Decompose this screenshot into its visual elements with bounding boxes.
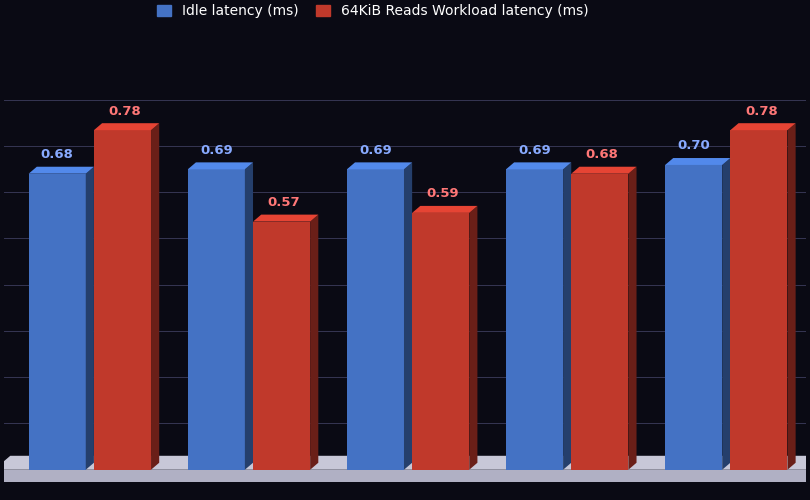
Text: 0.78: 0.78 <box>745 104 778 118</box>
Text: 0.69: 0.69 <box>200 144 232 156</box>
Legend: Idle latency (ms), 64KiB Reads Workload latency (ms): Idle latency (ms), 64KiB Reads Workload … <box>153 0 593 22</box>
Polygon shape <box>151 123 160 470</box>
Polygon shape <box>347 162 412 170</box>
Polygon shape <box>571 166 637 173</box>
Polygon shape <box>731 130 787 469</box>
Polygon shape <box>469 206 477 469</box>
Polygon shape <box>723 158 731 470</box>
Polygon shape <box>412 206 477 213</box>
Polygon shape <box>253 222 310 470</box>
Text: 0.78: 0.78 <box>109 104 141 118</box>
Polygon shape <box>506 170 563 469</box>
Text: 0.68: 0.68 <box>40 148 74 161</box>
Polygon shape <box>0 470 810 482</box>
Text: 0.59: 0.59 <box>427 187 459 200</box>
Polygon shape <box>347 170 404 469</box>
Polygon shape <box>563 162 571 469</box>
Polygon shape <box>28 166 94 173</box>
Polygon shape <box>310 214 318 470</box>
Polygon shape <box>506 162 571 170</box>
Polygon shape <box>787 123 795 470</box>
Polygon shape <box>404 162 412 469</box>
Polygon shape <box>94 130 151 469</box>
Polygon shape <box>665 165 723 470</box>
Polygon shape <box>0 456 810 469</box>
Polygon shape <box>188 170 245 469</box>
Text: 0.70: 0.70 <box>677 140 710 152</box>
Polygon shape <box>245 162 253 469</box>
Polygon shape <box>86 166 94 469</box>
Text: 0.68: 0.68 <box>586 148 619 161</box>
Polygon shape <box>94 123 160 130</box>
Polygon shape <box>731 123 795 130</box>
Polygon shape <box>571 174 629 470</box>
Polygon shape <box>28 174 86 470</box>
Text: 0.57: 0.57 <box>268 196 301 209</box>
Text: 0.69: 0.69 <box>359 144 392 156</box>
Polygon shape <box>629 166 637 469</box>
Polygon shape <box>665 158 731 165</box>
Polygon shape <box>188 162 253 170</box>
Polygon shape <box>412 213 469 469</box>
Text: 0.69: 0.69 <box>518 144 551 156</box>
Polygon shape <box>253 214 318 222</box>
